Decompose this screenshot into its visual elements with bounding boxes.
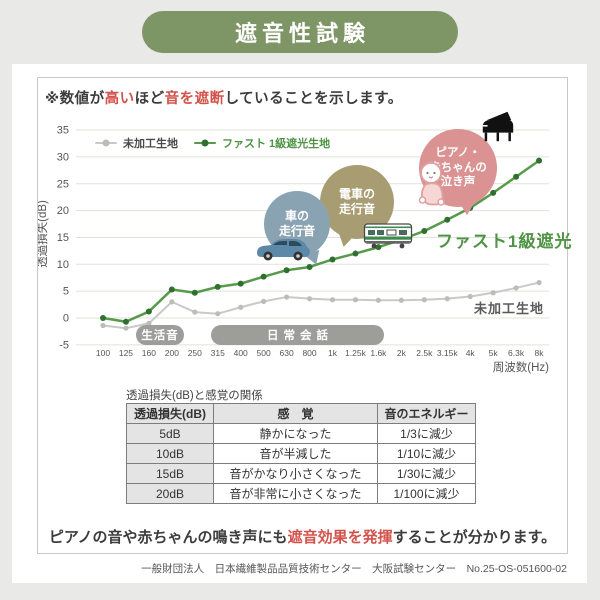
note-seg-red: 音を遮断 (164, 91, 225, 107)
note-seg-red: 高い (104, 91, 135, 107)
svg-text:20: 20 (57, 205, 69, 217)
table-cell: 静かになった (213, 423, 378, 444)
note-seg: していることを示します。 (224, 91, 403, 107)
svg-text:2.5k: 2.5k (416, 348, 433, 358)
bubble-line: ピアノ・ (435, 147, 481, 160)
table-cell: 1/10に減少 (377, 443, 476, 464)
test-report-box: ※数値が高いほど音を遮断していることを示します。 -5 0 5 10 15 20 25 30 3… (37, 77, 573, 554)
svg-text:6.3k: 6.3k (508, 348, 525, 358)
train-icon (363, 223, 413, 249)
svg-text:0: 0 (63, 313, 69, 325)
col-header-perception: 感 覚 (213, 403, 378, 424)
grand-piano-icon (482, 111, 514, 142)
bubble-line: 走行音 (338, 202, 375, 216)
bubble-line: 走行音 (278, 224, 315, 238)
svg-text:35: 35 (57, 125, 69, 137)
table-cell: 5dB (126, 423, 214, 444)
svg-text:3.15k: 3.15k (437, 348, 459, 358)
svg-text:160: 160 (142, 348, 156, 358)
chart-canvas: -5 0 5 10 15 20 25 30 35 100 125 160 200 250 315 400 500… (38, 125, 549, 374)
svg-text:200: 200 (165, 348, 179, 358)
bubble-line: 電車の (338, 187, 375, 201)
svg-text:10: 10 (57, 259, 69, 271)
col-header-loss: 透過損失(dB) (126, 403, 214, 424)
perception-table-body: 5dB 静かになった 1/3に減少 10dB 音が半減した 1/10に減少 15dB 音がかな… (126, 423, 476, 504)
svg-text:500: 500 (257, 348, 271, 358)
report-card: ※数値が高いほど音を遮断していることを示します。 -5 0 5 10 15 20 25 30 3… (12, 64, 587, 583)
table-row: 10dB 音が半減した 1/10に減少 (126, 443, 476, 464)
note-seg: ※数値が (45, 91, 105, 107)
table-header-row: 透過損失(dB) 感 覚 音のエネルギー (126, 403, 476, 424)
chart-legend: 未加工生地 ファスト 1級遮光生地 (95, 135, 330, 151)
svg-text:1k: 1k (328, 348, 338, 358)
table-cell: 20dB (126, 483, 214, 504)
daily-conversation-range-pill: 日常会話 (211, 325, 384, 345)
series-label-unprocessed: 未加工生地 (474, 301, 545, 316)
table-cell: 1/30に減少 (377, 463, 476, 484)
life-sound-range-pill: 生活音 (136, 325, 184, 345)
table-row: 15dB 音がかなり小さくなった 1/30に減少 (126, 463, 476, 484)
svg-text:1.6k: 1.6k (370, 348, 387, 358)
table-row: 5dB 静かになった 1/3に減少 (126, 423, 476, 444)
legend-item-unprocessed: 未加工生地 (95, 135, 178, 151)
table-cell: 10dB (126, 443, 214, 464)
svg-text:5k: 5k (489, 348, 499, 358)
svg-text:25: 25 (57, 178, 69, 190)
baby-icon (418, 161, 445, 206)
note-text: ※数値が高いほど音を遮断していることを示します。 (45, 87, 403, 108)
svg-text:400: 400 (234, 348, 248, 358)
car-icon (257, 239, 310, 261)
bubble-line: 赤ちゃんの (429, 161, 487, 174)
svg-text:透過損失(dB): 透過損失(dB) (38, 200, 49, 268)
svg-text:15: 15 (57, 232, 69, 244)
svg-text:8k: 8k (535, 348, 545, 358)
svg-text:30: 30 (57, 151, 69, 163)
svg-text:250: 250 (188, 348, 202, 358)
svg-text:125: 125 (119, 348, 133, 358)
table-cell: 音が非常に小さくなった (213, 483, 378, 504)
perception-table: 透過損失(dB) 感 覚 音のエネルギー 5dB 静かになった 1/3に減少 10dB… (126, 403, 476, 504)
svg-text:-5: -5 (59, 339, 69, 351)
svg-text:4k: 4k (466, 348, 476, 358)
note-seg: ほど (134, 91, 165, 107)
legend-label-unprocessed: 未加工生地 (123, 138, 178, 150)
svg-text:630: 630 (280, 348, 294, 358)
page-title: 遮音性試験 (142, 11, 458, 53)
certification-footer: 一般財団法人 日本繊維製品品質技術センター 大阪試験センター No.25-OS-… (141, 563, 567, 575)
gray-line-marker (95, 139, 117, 147)
conclusion-seg: することが分かります。 (392, 529, 557, 546)
svg-text:周波数(Hz): 周波数(Hz) (493, 360, 549, 374)
sound-insulation-chart: -5 0 5 10 15 20 25 30 35 100 125 160 200 250 315 400 500… (38, 106, 573, 386)
table-cell: 音が半減した (213, 443, 378, 464)
svg-text:100: 100 (96, 348, 110, 358)
svg-text:2k: 2k (397, 348, 407, 358)
col-header-energy: 音のエネルギー (377, 403, 476, 424)
conclusion-seg: ピアノの音や赤ちゃんの鳴き声にも (48, 529, 288, 546)
page-title-text: 遮音性試験 (234, 21, 370, 46)
table-cell: 15dB (126, 463, 214, 484)
legend-label-fast-blackout: ファスト 1級遮光生地 (222, 138, 331, 150)
table-title: 透過損失(dB)と感覚の関係 (126, 390, 263, 402)
table-cell: 音がかなり小さくなった (213, 463, 378, 484)
conclusion-text: ピアノの音や赤ちゃんの鳴き声にも遮音効果を発揮することが分かります。 (38, 526, 567, 547)
svg-text:5: 5 (63, 286, 69, 298)
conclusion-seg-red: 遮音効果を発揮 (287, 529, 393, 546)
svg-text:315: 315 (211, 348, 225, 358)
svg-text:800: 800 (302, 348, 316, 358)
green-line-marker (194, 139, 216, 147)
series-label-fast-blackout: ファスト1級遮光 (436, 232, 573, 251)
table-cell: 1/3に減少 (377, 423, 476, 444)
legend-item-fast-blackout: ファスト 1級遮光生地 (194, 135, 330, 151)
bubble-line: 車の (284, 209, 309, 223)
bubble-line: 泣き声 (440, 176, 476, 189)
table-row: 20dB 音が非常に小さくなった 1/100に減少 (126, 483, 476, 504)
table-cell: 1/100に減少 (377, 483, 476, 504)
svg-text:1.25k: 1.25k (345, 348, 367, 358)
